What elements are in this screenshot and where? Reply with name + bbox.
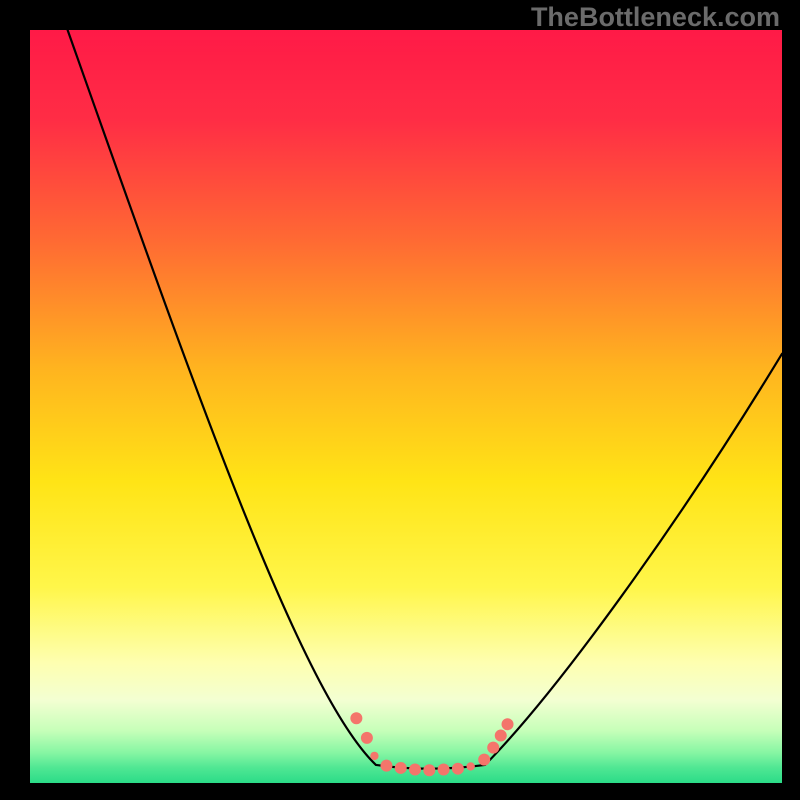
curve-marker — [487, 742, 499, 754]
curve-markers — [350, 712, 513, 776]
curve-marker — [370, 752, 378, 760]
curve-marker — [423, 764, 435, 776]
curve-marker — [350, 712, 362, 724]
curve-marker — [478, 754, 490, 766]
curve-marker — [361, 732, 373, 744]
curve-marker — [380, 760, 392, 772]
curve-marker — [438, 763, 450, 775]
curve-layer — [30, 30, 782, 783]
watermark-text: TheBottleneck.com — [531, 2, 780, 33]
curve-marker — [466, 762, 474, 770]
chart-stage: TheBottleneck.com — [0, 0, 800, 800]
bottleneck-curve — [68, 30, 782, 769]
curve-marker — [452, 763, 464, 775]
curve-marker — [409, 763, 421, 775]
curve-marker — [395, 762, 407, 774]
curve-marker — [495, 730, 507, 742]
curve-marker — [502, 718, 514, 730]
plot-area — [30, 30, 782, 783]
